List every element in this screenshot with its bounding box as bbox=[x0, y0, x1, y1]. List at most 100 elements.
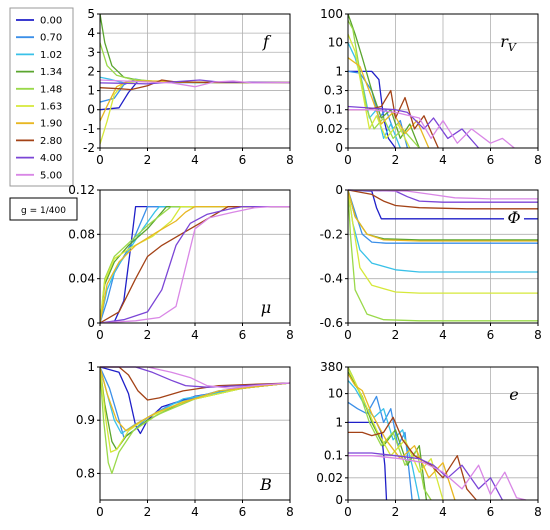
series-line-9 bbox=[100, 205, 290, 324]
x-tick-label: 4 bbox=[439, 153, 447, 167]
series-line-10 bbox=[100, 205, 290, 324]
x-tick-label: 2 bbox=[144, 328, 152, 342]
panel-label: B bbox=[259, 475, 272, 494]
series-line-3 bbox=[348, 380, 420, 501]
note-text: g = 1/400 bbox=[21, 206, 66, 216]
x-tick-label: 0 bbox=[96, 505, 104, 519]
legend-label: 1.90 bbox=[40, 119, 62, 130]
series-line-9 bbox=[348, 105, 480, 149]
series-line-5 bbox=[100, 205, 290, 324]
panel-label-sub: V bbox=[508, 41, 517, 54]
x-tick-label: 4 bbox=[191, 505, 199, 519]
series-line-5 bbox=[348, 20, 420, 149]
legend-entry: 4.00 bbox=[16, 153, 62, 164]
x-tick-label: 4 bbox=[191, 328, 199, 342]
legend-entry: 2.80 bbox=[16, 136, 62, 147]
y-tick-label: -0.6 bbox=[320, 316, 343, 330]
y-tick-label: 0.02 bbox=[316, 122, 343, 136]
x-tick-label: 8 bbox=[286, 153, 294, 167]
x-tick-label: 0 bbox=[344, 328, 352, 342]
legend-label: 1.02 bbox=[40, 50, 62, 61]
panel-3: 0 2 4 6 8 0 0.04 0.08 0.12 μ bbox=[68, 183, 294, 342]
y-tick-label: 0.3 bbox=[324, 84, 343, 98]
legend-entry: 1.02 bbox=[16, 50, 62, 61]
x-tick-label: 2 bbox=[144, 505, 152, 519]
series-group bbox=[348, 366, 527, 501]
x-tick-label: 8 bbox=[286, 328, 294, 342]
y-tick-label: 0.02 bbox=[316, 471, 343, 485]
legend-entry: 0.70 bbox=[16, 33, 62, 44]
x-tick-label: 2 bbox=[392, 153, 400, 167]
panel-4: 0 2 4 6 8 -0.6 -0.4 -0.2 0 Φ bbox=[320, 183, 542, 342]
x-tick-label: 6 bbox=[239, 153, 247, 167]
series-group bbox=[100, 366, 290, 475]
y-tick-label: 4 bbox=[87, 26, 95, 40]
x-tick-label: 6 bbox=[487, 328, 495, 342]
x-tick-label: 6 bbox=[487, 153, 495, 167]
series-line-7 bbox=[348, 57, 430, 149]
panel-label-main: r bbox=[500, 32, 509, 51]
legend-label: 1.63 bbox=[40, 102, 62, 113]
x-tick-label: 0 bbox=[96, 328, 104, 342]
series-line-4 bbox=[100, 205, 290, 324]
x-tick-label: 8 bbox=[286, 505, 294, 519]
legend-entry: 1.48 bbox=[16, 84, 62, 95]
series-line-2 bbox=[348, 395, 413, 501]
panel-label: rV bbox=[500, 32, 517, 54]
y-tick-label: 0 bbox=[335, 493, 343, 507]
series-line-7 bbox=[100, 366, 290, 432]
x-tick-label: 6 bbox=[487, 505, 495, 519]
x-tick-label: 6 bbox=[239, 505, 247, 519]
y-tick-label: 0 bbox=[87, 316, 95, 330]
y-tick-label: 1 bbox=[87, 360, 95, 374]
y-tick-label: 1 bbox=[87, 84, 95, 98]
x-tick-label: 8 bbox=[534, 153, 542, 167]
note-box: g = 1/400 bbox=[9, 197, 78, 221]
series-group bbox=[348, 189, 538, 322]
series-line-6 bbox=[348, 33, 411, 149]
legend-label: 4.00 bbox=[40, 153, 62, 164]
panel-label: μ bbox=[261, 298, 271, 317]
note-frame bbox=[9, 197, 78, 221]
legend-label: 0.00 bbox=[40, 16, 62, 27]
panel-label: f bbox=[262, 32, 272, 51]
y-tick-label: 5 bbox=[87, 7, 95, 21]
y-tick-label: -0.2 bbox=[320, 227, 343, 241]
series-line-5 bbox=[348, 189, 538, 322]
legend-entry: 0.00 bbox=[16, 16, 62, 27]
panel-2: 0 2 4 6 8 0 0.02 0.1 0.3 1 10 100 rV bbox=[316, 7, 542, 167]
y-tick-label: 0.1 bbox=[324, 449, 343, 463]
x-tick-label: 0 bbox=[344, 505, 352, 519]
panel-label: e bbox=[509, 385, 518, 404]
x-tick-label: 2 bbox=[144, 153, 152, 167]
legend-label: 1.34 bbox=[40, 67, 62, 78]
y-tick-label: 100 bbox=[320, 7, 343, 21]
x-tick-label: 0 bbox=[344, 153, 352, 167]
y-tick-label: 0.9 bbox=[76, 413, 95, 427]
panel-label-bg bbox=[504, 210, 524, 228]
series-line-1 bbox=[348, 70, 397, 149]
legend-entry: 1.34 bbox=[16, 67, 62, 78]
series-line-4 bbox=[348, 13, 420, 149]
legend-label: 5.00 bbox=[40, 170, 62, 181]
series-line-8 bbox=[348, 189, 538, 210]
series-line-5 bbox=[348, 366, 432, 501]
y-tick-label: 0.08 bbox=[68, 227, 95, 241]
legend-label: 2.80 bbox=[40, 136, 62, 147]
y-tick-label: 380 bbox=[320, 360, 343, 374]
x-tick-label: 2 bbox=[392, 328, 400, 342]
series-line-6 bbox=[348, 189, 538, 294]
x-tick-label: 4 bbox=[439, 328, 447, 342]
x-tick-label: 4 bbox=[191, 153, 199, 167]
y-tick-label: 0.8 bbox=[76, 466, 95, 480]
series-line-3 bbox=[348, 42, 401, 149]
series-group bbox=[100, 205, 290, 324]
x-tick-label: 4 bbox=[439, 505, 447, 519]
y-tick-label: 0 bbox=[335, 183, 343, 197]
y-tick-label: 0 bbox=[87, 103, 95, 117]
y-tick-label: 0.04 bbox=[68, 272, 95, 286]
series-line-10 bbox=[348, 189, 538, 200]
x-tick-label: 2 bbox=[392, 505, 400, 519]
legend-entry: 1.90 bbox=[16, 119, 62, 130]
y-tick-label: 2 bbox=[87, 64, 95, 78]
